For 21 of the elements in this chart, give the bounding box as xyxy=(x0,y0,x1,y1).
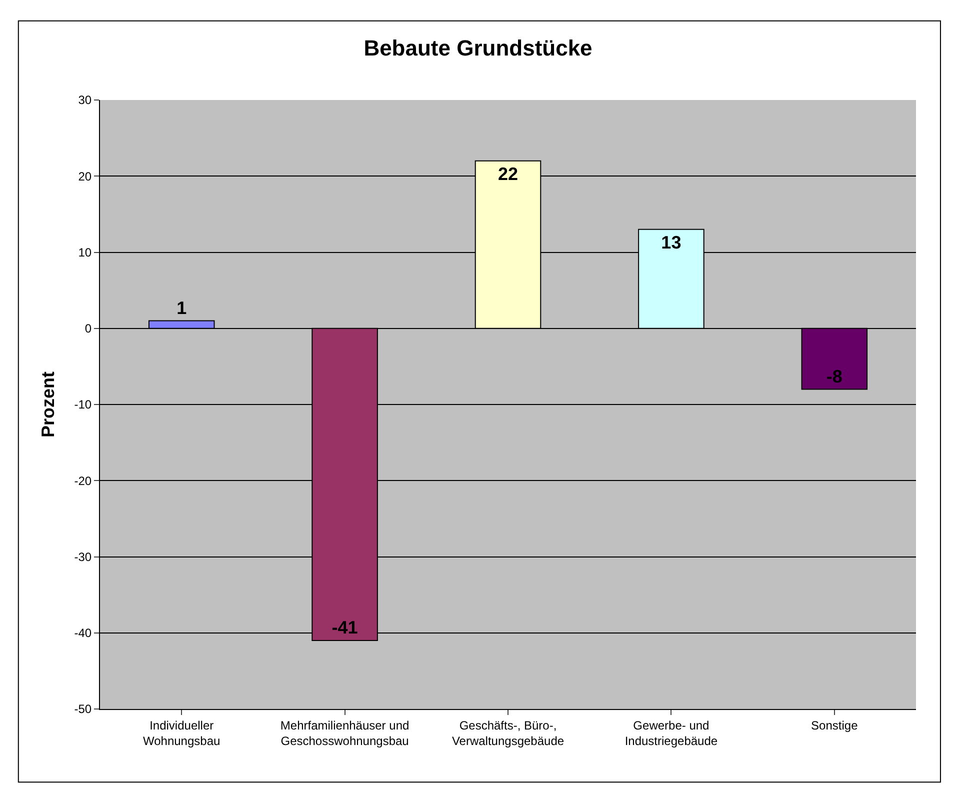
y-tick-label: -40 xyxy=(74,626,92,640)
data-label: -8 xyxy=(826,366,842,386)
y-tick-label: -30 xyxy=(74,550,92,564)
y-tick-label: 20 xyxy=(78,169,92,184)
x-tick-label: Individueller Wohnungsbau xyxy=(143,718,220,748)
data-label: 1 xyxy=(176,298,187,318)
x-tick-label: Sonstige xyxy=(811,718,858,732)
chart-title: Bebaute Grundstücke xyxy=(364,35,592,60)
y-tick-label: 30 xyxy=(78,93,92,108)
y-tick-label: -10 xyxy=(74,398,92,412)
y-tick-label: 10 xyxy=(78,245,92,260)
y-tick-label: -50 xyxy=(74,702,92,716)
data-label: 22 xyxy=(498,164,518,184)
x-tick-label: Geschäfts-, Büro-, Verwaltungsgebäude xyxy=(452,718,564,748)
data-label: -41 xyxy=(332,617,358,638)
data-label: 13 xyxy=(661,232,682,252)
y-axis-title: Prozent xyxy=(38,371,58,438)
x-tick-label: Gewerbe- und Industriegebäude xyxy=(624,718,718,748)
y-tick-label: -20 xyxy=(74,474,92,488)
x-tick-label: Mehrfamilienhäuser und Geschosswohnungsbau xyxy=(280,718,410,748)
y-tick-label: 0 xyxy=(84,322,92,336)
